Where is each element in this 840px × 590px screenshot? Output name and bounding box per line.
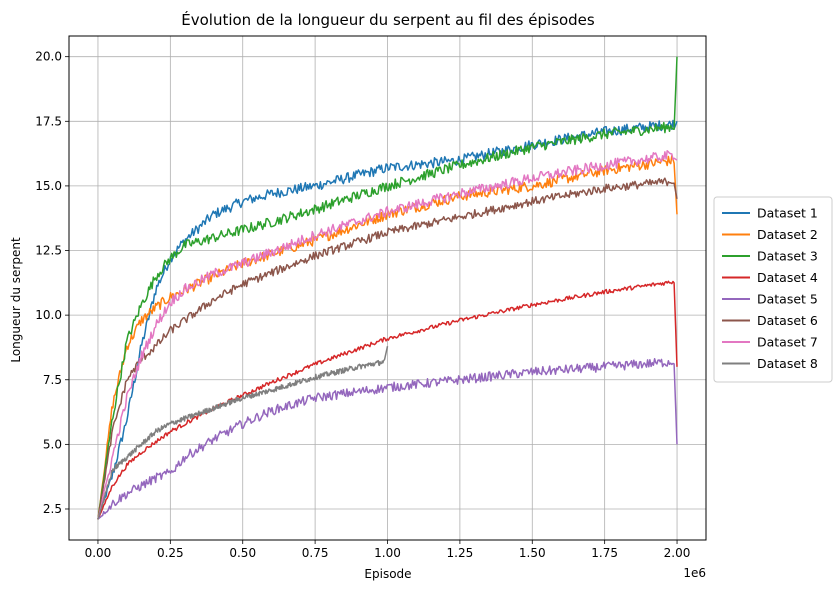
legend-label: Dataset 7 (757, 335, 818, 350)
x-tick-label: 0.00 (85, 546, 112, 560)
y-tick-label: 20.0 (35, 50, 62, 64)
x-tick-label: 1.50 (519, 546, 546, 560)
series-line (97, 150, 678, 520)
y-tick-label: 12.5 (35, 244, 62, 258)
x-tick-label: 1.00 (374, 546, 401, 560)
series-line (97, 357, 678, 520)
y-tick-label: 10.0 (35, 308, 62, 322)
legend-label: Dataset 4 (757, 270, 818, 285)
series-line (97, 177, 678, 520)
x-axis-ticks: 0.00 0.25 0.50 0.75 1.00 1.25 1.50 1.75 2.00 (85, 540, 691, 560)
x-tick-label: 2.00 (664, 546, 691, 560)
legend-label: Dataset 8 (757, 356, 818, 371)
y-tick-label: 15.0 (35, 179, 62, 193)
series-lines (97, 56, 678, 520)
legend-label: Dataset 3 (757, 249, 818, 264)
series-line (97, 280, 678, 520)
series-line (97, 346, 389, 520)
legend-label: Dataset 2 (757, 227, 818, 242)
chart-title: Évolution de la longueur du serpent au f… (181, 10, 595, 29)
x-tick-label: 0.25 (157, 546, 184, 560)
y-axis-label: Longueur du serpent (9, 237, 23, 363)
legend-label: Dataset 5 (757, 292, 818, 307)
x-tick-label: 0.50 (229, 546, 256, 560)
legend: Dataset 1 Dataset 2 Dataset 3 Dataset 4 Data… (713, 196, 833, 383)
legend-label: Dataset 1 (757, 206, 818, 221)
y-tick-label: 17.5 (35, 114, 62, 128)
x-tick-label: 1.75 (591, 546, 618, 560)
x-tick-label: 1.25 (447, 546, 474, 560)
series-line (97, 56, 678, 520)
legend-label: Dataset 6 (757, 313, 818, 328)
legend-box (713, 196, 833, 383)
y-tick-label: 7.5 (43, 373, 62, 387)
y-tick-label: 2.5 (43, 502, 62, 516)
series-line (97, 155, 678, 520)
x-tick-label: 0.75 (302, 546, 329, 560)
y-axis-ticks: 2.5 5.0 7.5 10.0 12.5 15.0 17.5 20.0 (35, 50, 69, 516)
y-tick-label: 5.0 (43, 437, 62, 451)
grid-lines (69, 36, 706, 540)
x-axis-label: Episode (364, 567, 411, 581)
x-axis-offset-label: 1e6 (683, 566, 706, 580)
